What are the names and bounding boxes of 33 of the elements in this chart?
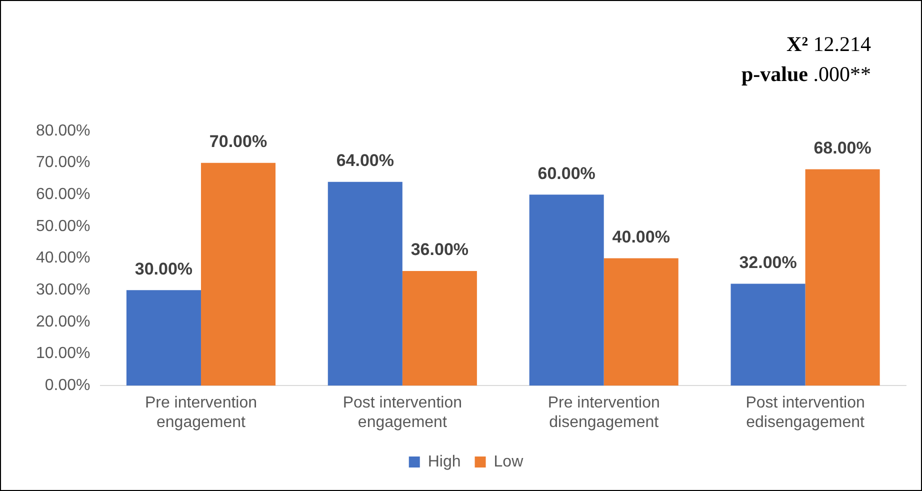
bar [126,290,201,386]
bar [529,194,604,386]
text: X² 12.214 [786,31,871,58]
bar [730,284,806,386]
text: p-value .000** [741,61,871,88]
data-label: 32.00% [739,252,797,272]
bar [604,258,678,386]
data-label: 70.00% [209,132,268,152]
data-label: 64.00% [336,151,394,170]
data-label: 40.00% [612,227,670,246]
y-tick-label: 10.00% [36,345,90,362]
y-tick-label: 80.00% [36,122,90,140]
data-label: 30.00% [134,259,193,278]
legend-label: Low [494,453,524,470]
y-tick-label: 60.00% [36,186,90,204]
x-tick-label: Pre intervention engagement [144,394,258,431]
y-tick-label: 30.00% [36,282,90,299]
y-tick-label: 50.00% [36,218,90,235]
y-tick-label: 40.00% [36,250,90,267]
y-tick-label: 20.00% [36,313,90,330]
legend-label: High [428,453,461,470]
bar [200,162,276,386]
x-tick-label: Post intervention engagement [342,394,462,431]
y-tick-label: 0.00% [44,377,90,394]
x-tick-label: Post intervention edisengagement [746,394,865,431]
bar [328,182,402,386]
data-label: 36.00% [410,240,469,260]
bar [805,169,880,386]
x-tick-label: Pre intervention disengagement [548,394,660,431]
data-label: 60.00% [538,164,596,183]
data-label: 68.00% [814,138,872,158]
y-tick-label: 70.00% [36,154,90,172]
bar [402,271,477,386]
